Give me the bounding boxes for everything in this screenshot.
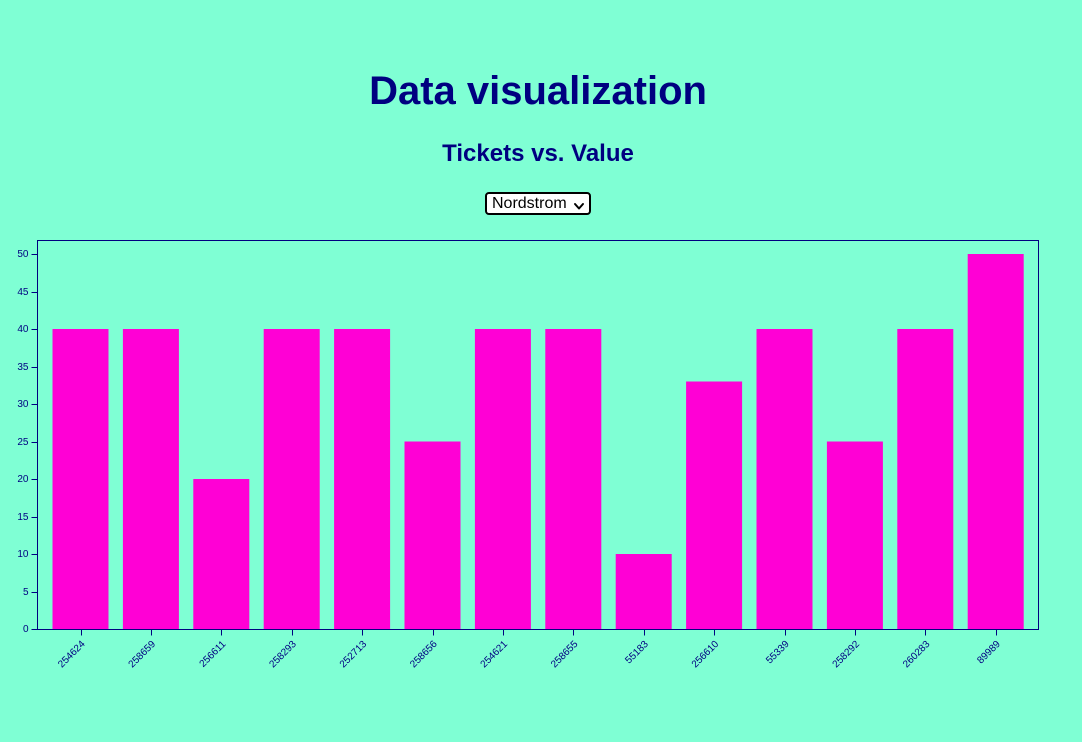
- bar-258292: [826, 441, 883, 629]
- y-axis: 0 5 10 15 20 25 30 35 40 45 50: [17, 249, 38, 635]
- y-tick-label-10: 10: [17, 549, 29, 560]
- y-tick-label-25: 25: [17, 437, 29, 448]
- bar-55183: [615, 554, 672, 629]
- y-tick-label-5: 5: [23, 587, 29, 598]
- x-tick-label-256610: 256610: [690, 639, 722, 671]
- x-tick-label-252713: 252713: [338, 639, 370, 671]
- y-tick-label-20: 20: [17, 474, 29, 485]
- x-tick-label-254621: 254621: [479, 639, 511, 671]
- x-tick-label-55183: 55183: [623, 639, 651, 667]
- bar-254624: [52, 329, 109, 629]
- y-tick-label-30: 30: [17, 399, 29, 410]
- store-select-value: Nordstrom: [492, 195, 567, 212]
- x-tick-label-55339: 55339: [764, 639, 792, 667]
- x-tick-label-89989: 89989: [975, 639, 1003, 667]
- bar-254621: [474, 329, 531, 629]
- x-tick-label-258659: 258659: [127, 639, 159, 671]
- page-title: Data visualization: [369, 69, 707, 113]
- plot-frame: [37, 240, 1039, 630]
- bars-group: [52, 254, 1024, 629]
- y-tick-label-15: 15: [17, 512, 29, 523]
- y-tick-label-35: 35: [17, 362, 29, 373]
- x-tick-label-258292: 258292: [831, 639, 863, 671]
- y-tick-label-0: 0: [23, 624, 29, 635]
- bar-258293: [263, 329, 320, 629]
- bar-260283: [897, 329, 954, 629]
- x-tick-label-258656: 258656: [408, 639, 440, 671]
- x-tick-label-258655: 258655: [549, 639, 581, 671]
- bar-258659: [122, 329, 179, 629]
- x-tick-label-254624: 254624: [56, 639, 88, 671]
- bar-258655: [545, 329, 602, 629]
- bar-258656: [404, 441, 461, 629]
- x-tick-label-258293: 258293: [267, 639, 299, 671]
- y-tick-label-45: 45: [17, 287, 29, 298]
- bar-256610: [686, 381, 743, 629]
- x-axis: 254624 258659 256611 258293 252713 258656 2546…: [56, 629, 1003, 671]
- bar-55339: [756, 329, 813, 629]
- x-tick-label-260283: 260283: [901, 639, 933, 671]
- chevron-down-icon: [573, 198, 585, 210]
- bar-252713: [334, 329, 391, 629]
- chart-subtitle: Tickets vs. Value: [442, 140, 634, 167]
- bar-89989: [967, 254, 1024, 629]
- x-tick-label-256611: 256611: [198, 639, 229, 670]
- bar-256611: [193, 479, 250, 629]
- y-tick-label-40: 40: [17, 324, 29, 335]
- store-select[interactable]: Nordstrom: [485, 192, 591, 215]
- y-tick-label-50: 50: [17, 249, 29, 260]
